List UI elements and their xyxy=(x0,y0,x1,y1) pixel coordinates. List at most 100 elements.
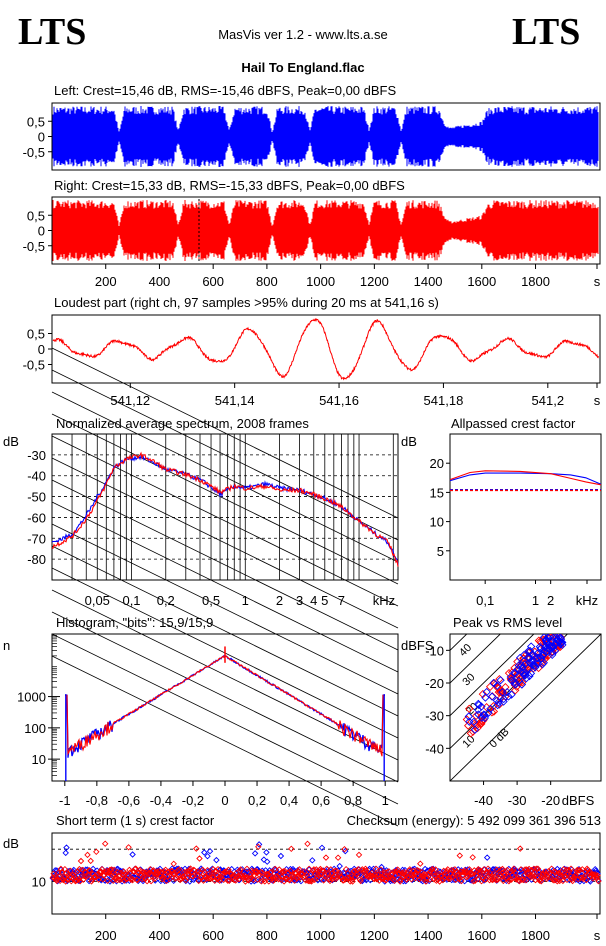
slope-line xyxy=(51,391,399,563)
left-peak-rms-point xyxy=(470,725,480,734)
x-tick-label: -0,8 xyxy=(86,793,108,808)
slope-line xyxy=(51,655,399,827)
x-tick-label: 800 xyxy=(256,928,278,943)
x-tick-label: -1 xyxy=(59,793,71,808)
x-tick-label: kHz xyxy=(576,593,598,608)
y-tick-label: 0 xyxy=(38,342,45,357)
left-waveform-title: Left: Crest=15,46 dB, RMS=-15,46 dBFS, P… xyxy=(54,83,396,98)
left-peak-rms-point xyxy=(487,692,497,701)
y-tick-label: 0,5 xyxy=(27,327,45,342)
left-peak-rms-point xyxy=(506,672,515,682)
right-short-term-points xyxy=(49,840,602,885)
left-peak-rms-point xyxy=(499,697,508,706)
left-peak-rms-point xyxy=(524,663,533,673)
x-tick-label: 200 xyxy=(95,928,117,943)
y-tick-label: -40 xyxy=(27,469,46,484)
left-peak-rms-point xyxy=(541,636,551,645)
y-tick-label: 20 xyxy=(430,456,444,471)
slope-line xyxy=(51,413,399,585)
right-waveform-title: Right: Crest=15,33 dB, RMS=-15,33 dBFS, … xyxy=(54,178,405,193)
y-tick-label: 1000 xyxy=(17,690,46,705)
right-crest-line xyxy=(449,470,602,486)
x-tick-label: 600 xyxy=(202,928,224,943)
crest-title: Allpassed crest factor xyxy=(451,416,576,431)
x-tick-label: 1800 xyxy=(521,274,550,289)
left-peak-rms-point xyxy=(556,635,566,644)
left-peak-rms-point xyxy=(526,669,536,678)
left-peak-rms-point xyxy=(539,634,549,642)
x-tick-label: 1200 xyxy=(360,274,389,289)
left-peak-rms-point xyxy=(514,661,523,670)
x-tick-label: 0,1 xyxy=(476,593,494,608)
x-tick-label: 0,2 xyxy=(157,593,175,608)
x-tick-label: s xyxy=(594,928,601,943)
diagonal-label: 40 xyxy=(457,642,474,659)
y-tick-label: -50 xyxy=(27,490,46,505)
left-peak-rms-point xyxy=(517,667,526,676)
spectrum-ylabel: dB xyxy=(3,434,19,449)
x-tick-label: 600 xyxy=(202,274,224,289)
crest-diagonal xyxy=(450,634,601,781)
x-tick-label: 541,14 xyxy=(215,393,255,408)
checksum-text: Checksum (energy): 5 492 099 361 396 513 xyxy=(347,813,601,828)
slope-line xyxy=(51,633,399,805)
y-tick-label: -30 xyxy=(27,448,46,463)
left-peak-rms-point xyxy=(477,702,486,711)
spectrum-slopes xyxy=(51,347,399,827)
left-peak-rms-point xyxy=(554,634,563,641)
x-tick-label: 541,16 xyxy=(319,393,359,408)
diagonal-label: 30 xyxy=(460,671,477,688)
crest-frame xyxy=(449,433,602,581)
left-peak-rms-point xyxy=(469,717,478,727)
y-tick-label: -0,5 xyxy=(23,239,45,254)
x-tick-label: 200 xyxy=(95,274,117,289)
left-peak-rms-point xyxy=(533,649,542,658)
x-tick-label: -40 xyxy=(474,793,493,808)
loudest-frame xyxy=(51,314,601,384)
left-peak-rms-point xyxy=(498,688,507,697)
left-peak-rms-point xyxy=(493,681,502,690)
left-peak-rms-point xyxy=(464,712,473,721)
left-peak-rms-point xyxy=(537,654,546,663)
left-peak-rms-point xyxy=(548,643,558,652)
x-tick-label: s xyxy=(594,274,601,289)
x-tick-label: 1200 xyxy=(360,928,389,943)
left-peak-rms-point xyxy=(519,670,529,679)
left-peak-rms-point xyxy=(482,687,491,697)
left-peak-rms-point xyxy=(545,641,555,650)
right-peak-rms-point xyxy=(536,637,545,646)
left-peak-rms-point xyxy=(522,674,531,683)
y-tick-label: -40 xyxy=(425,741,444,756)
x-tick-label: 800 xyxy=(256,274,278,289)
left-peak-rms-point xyxy=(519,650,529,660)
right-peak-rms-point xyxy=(462,715,472,724)
y-tick-label: 15 xyxy=(430,485,444,500)
crest-ylabel: dB xyxy=(401,434,417,449)
short-term-title: Short term (1 s) crest factor xyxy=(56,813,215,828)
x-axis-unit: dBFS xyxy=(562,793,595,808)
brand-left: LTS xyxy=(18,11,86,53)
left-peak-rms-point xyxy=(530,661,540,670)
left-histogram-line xyxy=(65,655,385,758)
y-tick-label: -80 xyxy=(27,552,46,567)
histogram-ylabel: n xyxy=(3,638,10,653)
x-tick-label: 0,4 xyxy=(280,793,298,808)
diagonal-label: 0 dB xyxy=(487,726,511,750)
x-tick-label: 1400 xyxy=(414,274,443,289)
x-tick-label: 1600 xyxy=(467,928,496,943)
left-peak-rms-point xyxy=(507,690,516,699)
y-tick-label: 10 xyxy=(430,515,444,530)
left-peak-rms-point xyxy=(496,676,505,685)
right-peak-rms-point xyxy=(511,686,520,695)
y-tick-label: -30 xyxy=(425,709,444,724)
x-tick-label: 0 xyxy=(221,793,228,808)
y-tick-label: -70 xyxy=(27,531,46,546)
x-tick-label: -0,2 xyxy=(182,793,204,808)
right-peak-rms-point xyxy=(464,721,473,730)
x-tick-label: -0,6 xyxy=(118,793,140,808)
left-peak-rms-point xyxy=(465,717,474,726)
y-tick-label: -0,5 xyxy=(23,358,45,373)
y-tick-label: 0 xyxy=(38,130,45,145)
short-term-ylabel: dB xyxy=(3,836,19,851)
